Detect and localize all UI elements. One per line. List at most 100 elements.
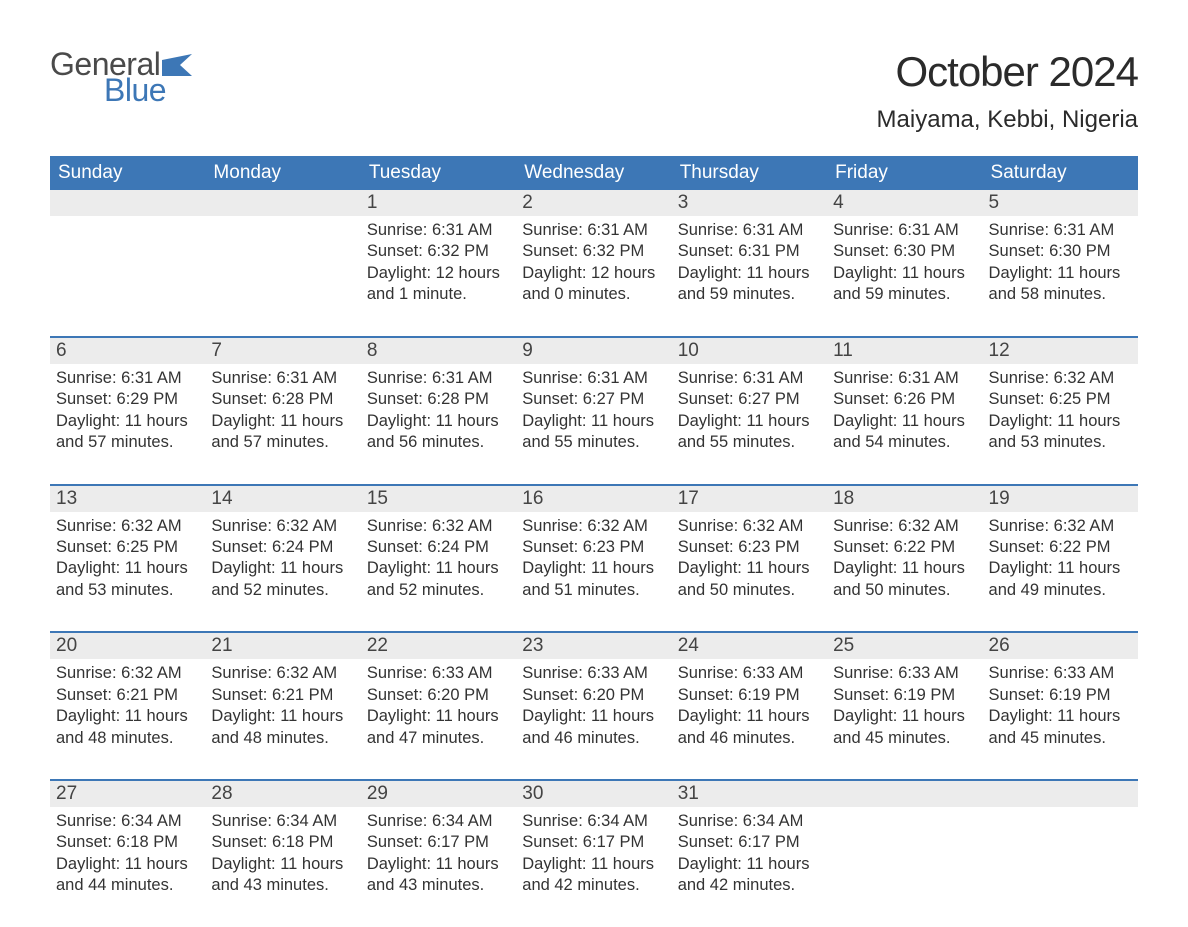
day-body: Sunrise: 6:32 AMSunset: 6:24 PMDaylight:… [205, 512, 360, 632]
day-cell: 6Sunrise: 6:31 AMSunset: 6:29 PMDaylight… [50, 337, 205, 485]
day-cell: 10Sunrise: 6:31 AMSunset: 6:27 PMDayligh… [672, 337, 827, 485]
day-line: Daylight: 11 hours and 48 minutes. [56, 706, 199, 749]
day-line: Daylight: 11 hours and 52 minutes. [367, 558, 510, 601]
date-number [827, 781, 982, 807]
day-body: Sunrise: 6:34 AMSunset: 6:17 PMDaylight:… [361, 807, 516, 927]
date-number: 1 [361, 190, 516, 216]
day-body: Sunrise: 6:31 AMSunset: 6:27 PMDaylight:… [516, 364, 671, 484]
date-number: 20 [50, 633, 205, 659]
day-line: Daylight: 11 hours and 55 minutes. [678, 411, 821, 454]
day-line: Sunrise: 6:31 AM [833, 368, 976, 389]
day-line: Sunset: 6:30 PM [989, 241, 1132, 262]
day-body: Sunrise: 6:31 AMSunset: 6:31 PMDaylight:… [672, 216, 827, 336]
day-body: Sunrise: 6:33 AMSunset: 6:19 PMDaylight:… [672, 659, 827, 779]
day-body: Sunrise: 6:33 AMSunset: 6:20 PMDaylight:… [516, 659, 671, 779]
day-cell: 20Sunrise: 6:32 AMSunset: 6:21 PMDayligh… [50, 632, 205, 780]
day-line: Sunrise: 6:32 AM [678, 516, 821, 537]
day-body: Sunrise: 6:33 AMSunset: 6:19 PMDaylight:… [983, 659, 1138, 779]
day-cell [50, 190, 205, 337]
day-body [205, 216, 360, 326]
day-header: Sunday [50, 156, 205, 190]
date-number: 9 [516, 338, 671, 364]
day-line: Sunset: 6:18 PM [211, 832, 354, 853]
day-line: Sunrise: 6:32 AM [56, 663, 199, 684]
title-block: October 2024 Maiyama, Kebbi, Nigeria [877, 48, 1138, 134]
day-line: Sunrise: 6:31 AM [678, 368, 821, 389]
day-cell: 31Sunrise: 6:34 AMSunset: 6:17 PMDayligh… [672, 780, 827, 927]
day-line: Sunset: 6:31 PM [678, 241, 821, 262]
day-body: Sunrise: 6:32 AMSunset: 6:25 PMDaylight:… [50, 512, 205, 632]
day-cell: 15Sunrise: 6:32 AMSunset: 6:24 PMDayligh… [361, 485, 516, 633]
day-line: Sunrise: 6:32 AM [833, 516, 976, 537]
day-cell: 16Sunrise: 6:32 AMSunset: 6:23 PMDayligh… [516, 485, 671, 633]
date-number: 26 [983, 633, 1138, 659]
day-line: Sunset: 6:18 PM [56, 832, 199, 853]
date-number: 28 [205, 781, 360, 807]
day-line: Sunset: 6:23 PM [522, 537, 665, 558]
day-line: Sunrise: 6:31 AM [211, 368, 354, 389]
day-cell: 3Sunrise: 6:31 AMSunset: 6:31 PMDaylight… [672, 190, 827, 337]
day-line: Daylight: 11 hours and 57 minutes. [211, 411, 354, 454]
logo-text-blue: Blue [104, 74, 192, 106]
week-row: 1Sunrise: 6:31 AMSunset: 6:32 PMDaylight… [50, 190, 1138, 337]
day-line: Sunrise: 6:32 AM [56, 516, 199, 537]
day-body: Sunrise: 6:33 AMSunset: 6:19 PMDaylight:… [827, 659, 982, 779]
day-line: Daylight: 11 hours and 46 minutes. [678, 706, 821, 749]
day-line: Sunset: 6:19 PM [989, 685, 1132, 706]
day-header: Saturday [983, 156, 1138, 190]
day-cell: 21Sunrise: 6:32 AMSunset: 6:21 PMDayligh… [205, 632, 360, 780]
day-line: Sunset: 6:17 PM [367, 832, 510, 853]
date-number: 5 [983, 190, 1138, 216]
day-line: Sunset: 6:20 PM [367, 685, 510, 706]
day-line: Sunrise: 6:34 AM [211, 811, 354, 832]
day-line: Sunset: 6:21 PM [211, 685, 354, 706]
date-number [50, 190, 205, 216]
day-body: Sunrise: 6:32 AMSunset: 6:23 PMDaylight:… [672, 512, 827, 632]
day-line: Sunrise: 6:34 AM [367, 811, 510, 832]
day-line: Daylight: 11 hours and 43 minutes. [367, 854, 510, 897]
day-line: Daylight: 11 hours and 59 minutes. [833, 263, 976, 306]
day-line: Daylight: 11 hours and 57 minutes. [56, 411, 199, 454]
day-body: Sunrise: 6:32 AMSunset: 6:23 PMDaylight:… [516, 512, 671, 632]
week-row: 20 Sunrise: 6:32 AM Sunset: 6:21 PM Dayligh… [50, 632, 1138, 780]
day-line: Daylight: 11 hours and 42 minutes. [522, 854, 665, 897]
header: General Blue October 2024 Maiyama, Kebbi… [50, 48, 1138, 134]
date-number: 13 [50, 486, 205, 512]
day-cell: 28 Sunrise: 6:34 AMSunset: 6:18 PMDayligh… [205, 780, 360, 927]
day-cell: 7Sunrise: 6:31 AMSunset: 6:28 PMDaylight… [205, 337, 360, 485]
day-line: Sunset: 6:32 PM [522, 241, 665, 262]
day-line: Sunset: 6:29 PM [56, 389, 199, 410]
day-body: Sunrise: 6:31 AMSunset: 6:32 PMDaylight:… [516, 216, 671, 336]
day-cell: 18Sunrise: 6:32 AMSunset: 6:22 PMDayligh… [827, 485, 982, 633]
day-line: Sunrise: 6:31 AM [989, 220, 1132, 241]
day-line: Sunrise: 6:32 AM [367, 516, 510, 537]
day-line: Daylight: 11 hours and 53 minutes. [56, 558, 199, 601]
day-line: Daylight: 11 hours and 58 minutes. [989, 263, 1132, 306]
day-body: Sunrise: 6:31 AMSunset: 6:29 PMDaylight:… [50, 364, 205, 484]
day-line: Daylight: 11 hours and 59 minutes. [678, 263, 821, 306]
day-line: Sunset: 6:23 PM [678, 537, 821, 558]
day-line: Sunset: 6:30 PM [833, 241, 976, 262]
day-cell: 27Sunrise: 6:34 AMSunset: 6:18 PMDayligh… [50, 780, 205, 927]
day-line: Sunset: 6:19 PM [833, 685, 976, 706]
day-line: Daylight: 11 hours and 54 minutes. [833, 411, 976, 454]
date-number [983, 781, 1138, 807]
date-number: 18 [827, 486, 982, 512]
day-line: Sunset: 6:28 PM [367, 389, 510, 410]
day-line: Sunrise: 6:31 AM [833, 220, 976, 241]
day-line: Daylight: 11 hours and 50 minutes. [833, 558, 976, 601]
day-cell: 12Sunrise: 6:32 AMSunset: 6:25 PMDayligh… [983, 337, 1138, 485]
day-line: Sunset: 6:27 PM [678, 389, 821, 410]
day-line: Daylight: 11 hours and 51 minutes. [522, 558, 665, 601]
day-line: Daylight: 11 hours and 43 minutes. [211, 854, 354, 897]
day-line: Daylight: 11 hours and 53 minutes. [989, 411, 1132, 454]
day-cell: 26Sunrise: 6:33 AMSunset: 6:19 PMDayligh… [983, 632, 1138, 780]
date-number [205, 190, 360, 216]
day-line: Sunrise: 6:32 AM [989, 368, 1132, 389]
day-body: Sunrise: 6:31 AMSunset: 6:30 PMDaylight:… [983, 216, 1138, 336]
day-body: Sunrise: 6:31 AMSunset: 6:32 PMDaylight:… [361, 216, 516, 336]
day-line: Sunset: 6:24 PM [211, 537, 354, 558]
day-line: Daylight: 11 hours and 47 minutes. [367, 706, 510, 749]
date-number: 15 [361, 486, 516, 512]
day-line: Sunset: 6:25 PM [56, 537, 199, 558]
